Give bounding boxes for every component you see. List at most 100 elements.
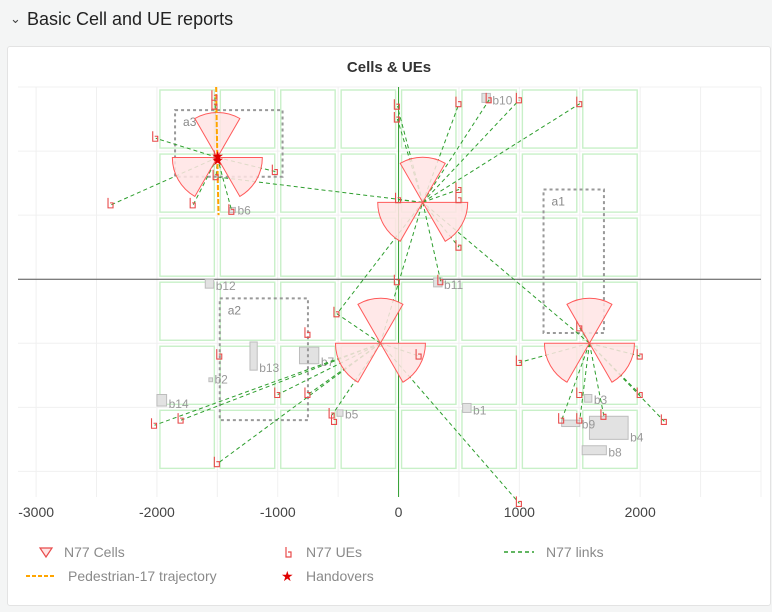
city-block — [461, 89, 518, 149]
ue-marker — [636, 387, 643, 399]
x-tick-label: 2000 — [625, 504, 656, 520]
plot-area[interactable]: b1b10b11b12b13b14b2b3b4b5b6b7b8b9a1a2a3★… — [8, 47, 770, 605]
link-line — [155, 137, 218, 158]
ue-marker — [455, 192, 462, 204]
ue-marker — [177, 413, 184, 424]
ue-marker — [213, 150, 220, 162]
building-b12 — [204, 278, 215, 289]
link-line — [588, 343, 605, 417]
ue-marker — [228, 204, 235, 215]
legend-item-trajectory[interactable]: Pedestrian-17 trajectory — [24, 568, 217, 584]
city-block — [340, 409, 397, 470]
ue-marker — [515, 496, 522, 507]
cell-sector — [216, 156, 263, 198]
city-block — [280, 217, 336, 277]
city-block — [159, 345, 216, 406]
city-block — [219, 281, 276, 341]
city-block — [582, 409, 638, 470]
legend-item-ues[interactable]: N77 UEs — [280, 544, 362, 560]
cell-sector — [543, 342, 591, 383]
legend-item-cells[interactable]: N77 Cells — [38, 544, 125, 560]
x-tick-label: -2000 — [139, 504, 175, 520]
area-box-label: a3 — [183, 115, 197, 129]
building-label: b1 — [473, 403, 487, 417]
building-label: b13 — [259, 361, 279, 375]
legend-label-links: N77 links — [546, 544, 604, 560]
building-label: b11 — [444, 278, 463, 292]
ue-marker — [213, 456, 220, 468]
building-label: b10 — [492, 93, 512, 107]
building-b14 — [156, 394, 168, 407]
cell-marker-icon — [38, 547, 54, 559]
chevron-down-icon[interactable]: ⌄ — [10, 11, 21, 26]
ue-marker — [150, 418, 158, 429]
area-box-a1 — [542, 188, 605, 334]
area-box-label: a2 — [228, 303, 242, 317]
cell-sector — [399, 156, 446, 204]
link-line — [422, 103, 581, 203]
city-block — [340, 217, 397, 277]
cell-sector — [588, 342, 635, 383]
legend-item-handovers[interactable]: ★ Handovers — [280, 568, 374, 584]
link-line — [154, 342, 381, 426]
city-block — [159, 409, 216, 470]
ue-marker — [600, 409, 607, 420]
trajectory-line-icon — [26, 575, 56, 577]
legend-label-ues: N77 UEs — [306, 544, 363, 560]
ue-marker — [211, 90, 218, 101]
city-block — [159, 153, 216, 213]
section-header[interactable]: ⌄ Basic Cell and UE reports — [0, 0, 772, 38]
ue-marker — [558, 413, 565, 424]
city-block — [340, 89, 397, 149]
x-tick-label: -1000 — [260, 504, 296, 520]
city-block — [280, 153, 336, 213]
ue-marker — [485, 92, 492, 104]
ue-marker — [437, 274, 444, 286]
city-block — [461, 153, 518, 213]
ue-marker — [152, 131, 159, 142]
ue-marker — [189, 197, 196, 209]
building-label: b2 — [215, 373, 229, 387]
link-line — [277, 342, 381, 395]
city-block — [219, 409, 276, 470]
section-title: Basic Cell and UE reports — [27, 8, 234, 29]
ue-marker — [515, 92, 522, 104]
link-line — [217, 342, 381, 465]
legend-label-cells: N77 Cells — [64, 544, 125, 560]
ue-marker — [455, 240, 462, 251]
city-block — [521, 217, 578, 277]
building-b13 — [249, 341, 258, 371]
cell-sector — [421, 201, 469, 242]
chart-title: Cells & UEs — [346, 59, 432, 76]
link-line — [216, 157, 233, 212]
x-tick-label: 1000 — [504, 504, 535, 520]
city-block — [280, 89, 336, 149]
building-b6 — [228, 206, 236, 214]
ue-marker — [304, 327, 311, 338]
ue-marker — [330, 414, 338, 425]
building-label: b9 — [582, 418, 596, 432]
building-b5 — [336, 409, 344, 417]
city-block — [582, 89, 638, 149]
svg-text:★: ★ — [281, 569, 294, 583]
city-block — [159, 281, 216, 341]
city-block — [280, 281, 336, 341]
ue-marker — [455, 96, 462, 108]
building-label: b8 — [608, 446, 622, 460]
city-block — [461, 345, 518, 406]
ue-marker — [304, 387, 311, 399]
legend-item-links[interactable]: N77 links — [502, 544, 604, 560]
ue-marker — [271, 164, 278, 176]
chart-panel: Cells & UEs b1b10b11b12b13b14b2b3b4b5b6b… — [7, 46, 771, 606]
link-line-icon — [504, 551, 534, 553]
star-icon: ★ — [281, 569, 294, 583]
ue-marker — [415, 349, 422, 360]
ue-marker — [393, 99, 400, 110]
cell-sector — [334, 342, 382, 383]
building-b7 — [298, 346, 320, 365]
cell-sector — [377, 201, 424, 242]
ue-marker — [576, 387, 583, 399]
building-label: b6 — [237, 204, 251, 218]
link-line — [579, 343, 590, 421]
area-box-a3 — [174, 109, 284, 178]
